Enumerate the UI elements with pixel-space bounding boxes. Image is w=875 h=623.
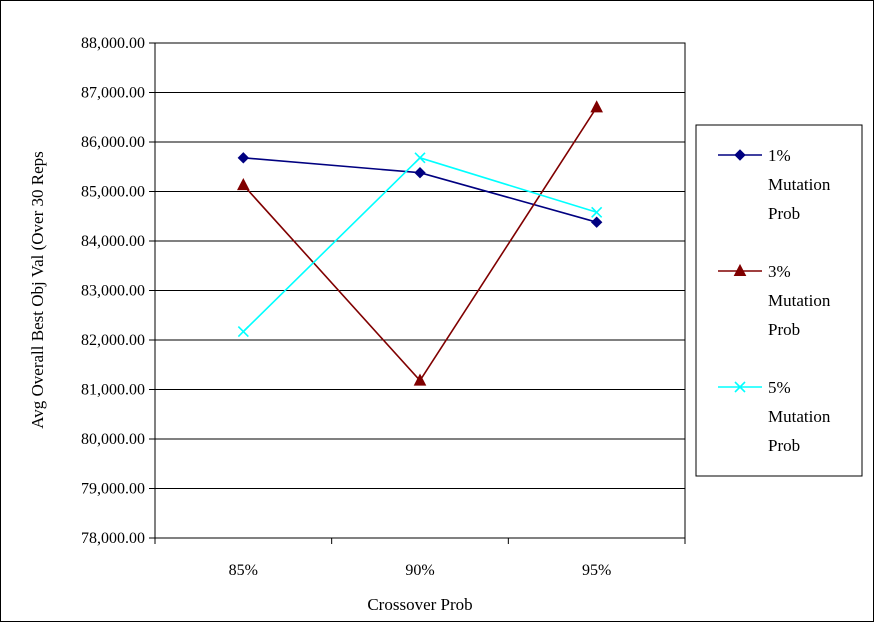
- legend-entry-1: 1% Mutation Prob: [718, 146, 831, 223]
- legend-entry-3: 5% Mutation Prob: [718, 378, 831, 455]
- series-group: [237, 100, 603, 386]
- data-point-x: [734, 381, 746, 393]
- data-point-x-stroke: [734, 381, 746, 393]
- series-1: [237, 152, 603, 228]
- series-3: [237, 152, 603, 338]
- y-axis-title: Avg Overall Best Obj Val (Over 30 Reps: [28, 151, 47, 428]
- y-tick-label: 81,000.00: [81, 382, 145, 399]
- legend-label: 3%: [768, 262, 791, 281]
- data-point-diamond: [734, 149, 746, 161]
- x-tick-label: 95%: [582, 562, 611, 579]
- data-point-x-stroke: [414, 152, 426, 164]
- y-tick-label: 79,000.00: [81, 481, 145, 498]
- y-tick-label: 78,000.00: [81, 530, 145, 547]
- legend-label: Prob: [768, 436, 800, 455]
- legend-entry-2: 3% Mutation Prob: [718, 262, 831, 339]
- y-tick-label: 86,000.00: [81, 134, 145, 151]
- data-point-diamond: [590, 216, 603, 228]
- axes: 78,000.00 79,000.00 80,000.00 81,000.00 82,0…: [81, 35, 686, 579]
- legend-label: 5%: [768, 378, 791, 397]
- y-tick-label: 84,000.00: [81, 233, 145, 250]
- y-tick-label: 82,000.00: [81, 332, 145, 349]
- data-point-diamond: [414, 166, 426, 179]
- data-point-triangle: [733, 263, 747, 276]
- data-point-x: [591, 206, 603, 218]
- legend-label: 1%: [768, 146, 791, 165]
- data-point-triangle: [590, 100, 603, 113]
- x-tick-label: 85%: [229, 562, 258, 579]
- data-point-x-stroke: [237, 326, 249, 338]
- legend: 1% Mutation Prob 3% Mutation Prob 5% Mutation Pr…: [695, 124, 863, 477]
- x-axis-title: Crossover Prob: [367, 595, 472, 614]
- y-tick-label: 88,000.00: [81, 35, 145, 52]
- series-2: [237, 100, 603, 386]
- data-point-x-stroke: [591, 206, 603, 218]
- data-point-diamond: [237, 152, 250, 164]
- y-tick-label: 87,000.00: [81, 85, 145, 102]
- data-point-triangle: [237, 177, 250, 191]
- data-point-triangle: [413, 373, 427, 386]
- y-tick-label: 83,000.00: [81, 283, 145, 300]
- y-tick-label: 80,000.00: [81, 431, 145, 448]
- legend-label: Mutation: [768, 175, 831, 194]
- data-point-x: [237, 326, 249, 338]
- gridlines: [155, 92, 685, 489]
- legend-label: Prob: [768, 204, 800, 223]
- y-tick-label: 85,000.00: [81, 184, 145, 201]
- legend-label: Prob: [768, 320, 800, 339]
- x-tick-label: 90%: [405, 562, 434, 579]
- legend-label: Mutation: [768, 291, 831, 310]
- legend-box: [695, 124, 863, 477]
- data-point-x: [414, 152, 426, 164]
- legend-label: Mutation: [768, 407, 831, 426]
